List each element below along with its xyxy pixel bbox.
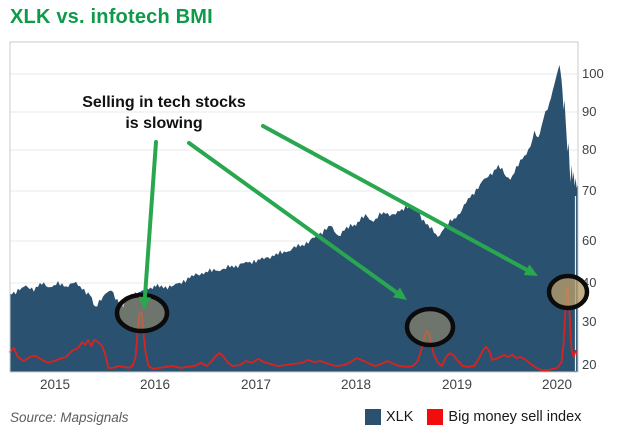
sell-index-series [8,285,579,372]
callout-arrowhead-icon [392,287,407,300]
legend-label-xlk: XLK [386,409,414,425]
y-axis-tick-label: 60 [582,233,597,248]
legend-item-xlk: XLK [365,409,413,425]
callout-arrow-shaft [261,124,533,274]
sell-index-swatch-icon [427,409,444,425]
legend-label-sell-index: Big money sell index [448,409,582,425]
y-axis-tick-label: 70 [582,183,597,198]
callout-arrow-shaft [142,140,158,304]
source-note: Source: Mapsignals [10,410,129,425]
xlk-swatch-icon [365,409,381,425]
y-axis-tick-label: 80 [582,142,597,157]
x-axis-tick-label: 2020 [541,377,573,392]
x-axis-tick-label: 2017 [240,377,272,392]
x-axis-tick-label: 2015 [39,377,71,392]
x-axis-tick-label: 2018 [340,377,372,392]
x-axis-tick-label: 2019 [441,377,473,392]
y-axis-tick-label: 20 [582,357,597,372]
annotation-line-1: Selling in tech stocks [82,94,246,111]
y-axis-tick-label: 40 [582,275,597,290]
x-axis-tick-label: 2016 [139,377,171,392]
callout-arrowhead-icon [523,264,538,276]
callout-arrowhead-icon [138,296,151,310]
callout-circle [404,306,456,348]
annotation-line-2: is slowing [125,115,203,132]
y-axis-tick-label: 100 [582,66,604,81]
chart-title: XLK vs. infotech BMI [10,6,213,28]
callout-arrow-shaft [187,141,402,297]
annotation-text: Selling in tech stocks is slowing [53,92,275,134]
y-axis-tick-label: 90 [582,104,597,119]
y-axis-tick-label: 30 [582,314,597,329]
legend: XLK Big money sell index [365,409,581,425]
legend-item-sell-index: Big money sell index [427,409,581,425]
callout-circle [114,292,170,334]
